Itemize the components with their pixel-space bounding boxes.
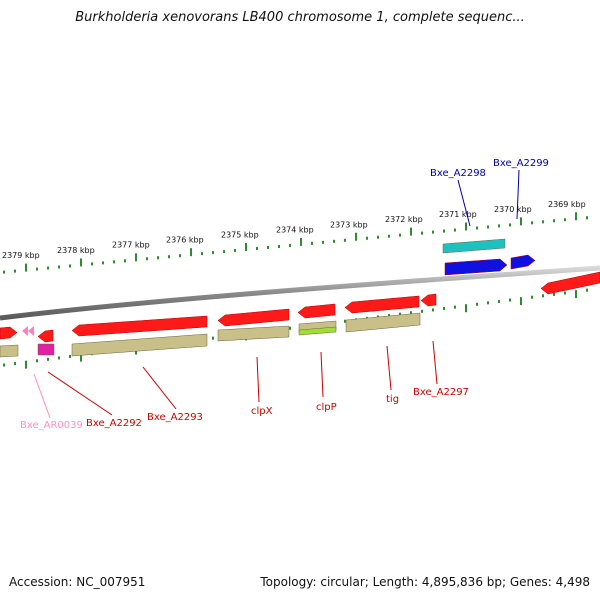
- chromosome-backbone: [0, 265, 600, 321]
- map-title: Burkholderia xenovorans LB400 chromosome…: [75, 10, 525, 25]
- gene-tig-strip: [345, 312, 421, 333]
- leader-clpX: [256, 356, 260, 403]
- gene-blue-small-arrow: [510, 254, 536, 270]
- label-tig: tig: [386, 394, 399, 405]
- gene-edge-red-arrow: [540, 271, 600, 295]
- label-Bxe_AR0039: Bxe_AR0039: [20, 420, 83, 431]
- leader-Bxe_AR0039: [33, 373, 51, 419]
- leader-Bxe_A2297: [432, 340, 438, 385]
- gene-features: [0, 238, 600, 358]
- gene-Bxe_A2299-arrow: [444, 258, 508, 276]
- label-Bxe_A2299: Bxe_A2299: [493, 158, 549, 169]
- trna-arrow-2: [28, 326, 34, 336]
- leader-tig: [386, 345, 392, 391]
- label-leader-lines: [33, 169, 520, 419]
- label-Bxe_A2293: Bxe_A2293: [147, 412, 203, 423]
- gene-tig-arrow: [344, 295, 420, 314]
- ruler-kbp-label: 2372 kbp: [385, 215, 423, 224]
- gene-left-strip: [0, 344, 19, 358]
- label-Bxe_A2297: Bxe_A2297: [413, 387, 469, 398]
- gene-clpX-strip: [217, 325, 290, 342]
- genome-summary-text: Topology: circular; Length: 4,895,836 bp…: [260, 575, 590, 589]
- ruler-kbp-label: 2371 kbp: [439, 210, 477, 219]
- gene-Bxe_A2297-arrow: [420, 293, 437, 307]
- gene-magenta-bar: [37, 343, 55, 356]
- gene-clpP-arrow: [297, 303, 336, 319]
- gene-clpP-green-strip: [298, 326, 337, 336]
- gene-Bxe_A2292-strip: [71, 333, 208, 357]
- leader-Bxe_A2292: [47, 371, 113, 416]
- gene-labels: Bxe_A2298 Bxe_A2299 Bxe_AR0039 Bxe_A2292 Bxe…: [20, 158, 549, 431]
- gene-left-edge-arrow: [0, 326, 18, 340]
- ruler-kbp-label: 2373 kbp: [330, 220, 368, 229]
- leader-Bxe_A2298: [457, 179, 471, 227]
- ruler-kbp-label: 2378 kbp: [57, 246, 95, 255]
- label-Bxe_A2298: Bxe_A2298: [430, 168, 486, 179]
- gene-clpX-arrow: [217, 308, 290, 327]
- ruler-kbp-label: 2376 kbp: [166, 236, 204, 245]
- gene-Bxe_A2292-arrow: [71, 315, 208, 337]
- ruler-kbp-label: 2375 kbp: [221, 231, 259, 240]
- label-Bxe_A2292: Bxe_A2292: [86, 418, 142, 429]
- ruler-kbp-label: 2369 kbp: [548, 200, 586, 209]
- outer-ruler-ticks: [3, 212, 588, 274]
- trna-arrow-1: [22, 326, 28, 336]
- ruler-kbp-labels: 2379 kbp 2378 kbp 2377 kbp 2376 kbp 2375 kbp…: [2, 200, 586, 260]
- label-clpX: clpX: [251, 406, 273, 417]
- ruler-kbp-label: 2379 kbp: [2, 251, 40, 260]
- ruler-kbp-label: 2377 kbp: [112, 241, 150, 250]
- leader-clpP: [320, 351, 324, 398]
- ruler-kbp-label: 2374 kbp: [276, 225, 314, 234]
- leader-Bxe_A2299: [516, 169, 520, 220]
- leader-Bxe_A2293: [142, 366, 177, 410]
- gene-Bxe_A2298-bar: [442, 238, 506, 254]
- label-clpP: clpP: [316, 402, 337, 413]
- accession-text: Accession: NC_007951: [9, 575, 146, 589]
- gene-Bxe_AR0039-arrow: [37, 329, 54, 343]
- ruler-kbp-label: 2370 kbp: [494, 205, 532, 214]
